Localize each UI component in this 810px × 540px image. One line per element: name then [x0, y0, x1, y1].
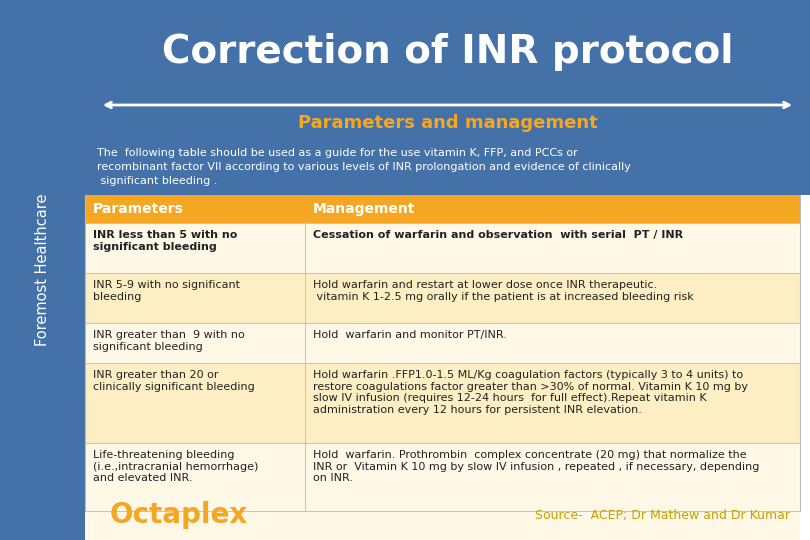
- Text: INR greater than  9 with no
significant bleeding: INR greater than 9 with no significant b…: [93, 330, 245, 352]
- Text: Octaplex: Octaplex: [110, 501, 248, 529]
- Bar: [85, 323, 305, 363]
- Text: Hold  warfarin. Prothrombin  complex concentrate (20 mg) that normalize the
INR : Hold warfarin. Prothrombin complex conce…: [313, 450, 760, 483]
- Bar: [0, 0, 85, 540]
- Bar: [85, 0, 810, 195]
- Text: Cessation of warfarin and observation  with serial  PT / INR: Cessation of warfarin and observation wi…: [313, 230, 683, 240]
- Bar: [85, 223, 305, 273]
- Text: INR 5-9 with no significant
bleeding: INR 5-9 with no significant bleeding: [93, 280, 240, 302]
- Text: Source-  ACEP; Dr Mathew and Dr Kumar: Source- ACEP; Dr Mathew and Dr Kumar: [535, 509, 790, 522]
- Bar: [85, 363, 305, 443]
- Text: Parameters and management: Parameters and management: [297, 114, 597, 132]
- Text: Parameters: Parameters: [93, 202, 184, 216]
- Text: INR less than 5 with no
significant bleeding: INR less than 5 with no significant blee…: [93, 230, 237, 252]
- Bar: [85, 490, 800, 540]
- Text: Hold  warfarin and monitor PT/INR.: Hold warfarin and monitor PT/INR.: [313, 330, 507, 340]
- Text: INR greater than 20 or
clinically significant bleeding: INR greater than 20 or clinically signif…: [93, 370, 255, 392]
- Bar: [305, 273, 800, 323]
- Text: The  following table should be used as a guide for the use vitamin K, FFP, and P: The following table should be used as a …: [97, 148, 578, 158]
- Text: Life-threatening bleeding
(i.e.,intracranial hemorrhage)
and elevated INR.: Life-threatening bleeding (i.e.,intracra…: [93, 450, 258, 483]
- Text: Hold warfarin and restart at lower dose once INR therapeutic.
 vitamin K 1-2.5 m: Hold warfarin and restart at lower dose …: [313, 280, 693, 302]
- Bar: [305, 323, 800, 363]
- Bar: [305, 443, 800, 511]
- Text: Management: Management: [313, 202, 416, 216]
- Bar: [305, 223, 800, 273]
- Bar: [85, 273, 305, 323]
- Bar: [85, 195, 305, 223]
- Text: Correction of INR protocol: Correction of INR protocol: [162, 33, 733, 71]
- Text: Hold warfarin .FFP1.0-1.5 ML/Kg coagulation factors (typically 3 to 4 units) to
: Hold warfarin .FFP1.0-1.5 ML/Kg coagulat…: [313, 370, 748, 415]
- Text: recombinant factor VII according to various levels of INR prolongation and evide: recombinant factor VII according to vari…: [97, 162, 631, 172]
- Bar: [85, 443, 305, 511]
- Bar: [305, 363, 800, 443]
- Text: Foremost Healthcare: Foremost Healthcare: [35, 194, 50, 346]
- Bar: [305, 195, 800, 223]
- Text: significant bleeding .: significant bleeding .: [97, 176, 217, 186]
